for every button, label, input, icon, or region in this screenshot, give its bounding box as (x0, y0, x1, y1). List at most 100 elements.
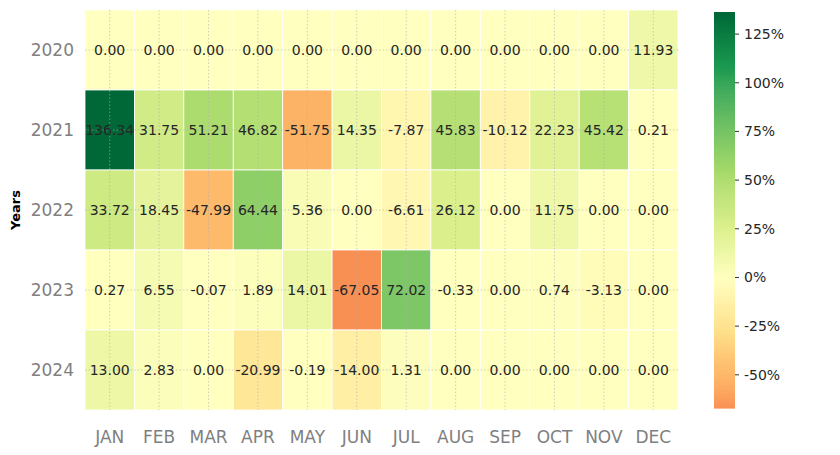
cell-label: 0.00 (242, 42, 273, 58)
x-tick-label: SEP (489, 427, 521, 447)
cell-label: 0.00 (341, 202, 372, 218)
cell-label: 136.34 (85, 122, 134, 138)
colorbar-tick (735, 82, 739, 83)
heat-cell (283, 330, 332, 410)
x-tick-label: MAR (189, 427, 227, 447)
x-tick-label: NOV (585, 427, 623, 447)
cell-label: 11.93 (633, 42, 673, 58)
y-tick-label: 2021 (31, 120, 74, 140)
cell-label: 18.45 (139, 202, 179, 218)
x-tick-label: OCT (537, 427, 573, 447)
cell-label: 0.00 (341, 42, 372, 58)
cell-label: -0.19 (289, 362, 325, 378)
cell-label: -14.00 (334, 362, 379, 378)
colorbar-tick (735, 34, 739, 35)
chart: 0.00 0.00 0.00 0.00 0.00 0.00 0.00 0.00 0.00 0.00… (0, 0, 840, 455)
cell-label: -0.07 (190, 282, 226, 298)
cell-label: 0.00 (638, 282, 669, 298)
cell-label: 0.00 (144, 42, 175, 58)
cell-label: 0.00 (539, 42, 570, 58)
colorbar-tick (735, 131, 739, 132)
x-tick-label: JAN (94, 427, 124, 447)
colorbar-tick-label: -50% (744, 367, 780, 383)
cell-label: 0.74 (539, 282, 570, 298)
cell-label: 1.31 (391, 362, 422, 378)
x-tick-label: JUN (341, 427, 372, 447)
y-axis-label: Years (8, 190, 23, 231)
cell-label: 0.00 (489, 362, 520, 378)
cell-label: 5.36 (292, 202, 323, 218)
cell-label: 0.21 (638, 122, 669, 138)
cell-label: 31.75 (139, 122, 179, 138)
cell-label: 22.23 (534, 122, 574, 138)
y-tick-label: 2022 (31, 200, 74, 220)
cell-label: 51.21 (188, 122, 228, 138)
heat-cell (332, 330, 381, 410)
cell-label: -7.87 (388, 122, 424, 138)
heat-cell (382, 330, 431, 410)
colorbar-tick (735, 180, 739, 181)
cell-label: 14.35 (337, 122, 377, 138)
cell-label: 72.02 (386, 282, 426, 298)
cell-label: 45.83 (436, 122, 476, 138)
colorbar-tick-label: -25% (744, 318, 780, 334)
grid (85, 10, 678, 410)
cell-label: 26.12 (436, 202, 476, 218)
cell-label: 0.00 (489, 42, 520, 58)
cell-label: 33.72 (90, 202, 130, 218)
x-tick-label: MAY (290, 427, 326, 447)
cell-label: 2.83 (144, 362, 175, 378)
cells (85, 10, 678, 410)
colorbar-tick-label: 50% (744, 172, 775, 188)
y-tick-label: 2024 (31, 360, 74, 380)
colorbar-slice (714, 12, 735, 15)
cell-label: 0.27 (94, 282, 125, 298)
cell-label: 0.00 (638, 362, 669, 378)
colorbar-tick-label: 75% (744, 123, 775, 139)
cell-label: 0.00 (193, 362, 224, 378)
cell-label: 0.00 (489, 202, 520, 218)
cell-label: 0.00 (588, 202, 619, 218)
cell-label: 6.55 (144, 282, 175, 298)
x-tick-label: FEB (143, 427, 175, 447)
x-tick-label: JUL (392, 427, 420, 447)
colorbar-tick (735, 374, 739, 375)
heat-cell (431, 330, 480, 410)
cell-label: -47.99 (186, 202, 231, 218)
cell-label: -6.61 (388, 202, 424, 218)
cell-label: 0.00 (588, 42, 619, 58)
colorbar-tick-label: 25% (744, 221, 775, 237)
cell-label: 0.00 (440, 362, 471, 378)
x-tick-label: AUG (437, 427, 474, 447)
cell-label: -67.05 (334, 282, 379, 298)
cell-label: 46.82 (238, 122, 278, 138)
colorbar-tick (735, 228, 739, 229)
x-tick-label: APR (241, 427, 275, 447)
heat-cell (233, 330, 282, 410)
cell-label: -3.13 (586, 282, 622, 298)
cell-label: 0.00 (539, 362, 570, 378)
colorbar (714, 12, 735, 409)
cell-label: 64.44 (238, 202, 278, 218)
cell-label: 0.00 (193, 42, 224, 58)
colorbar-tick (735, 326, 739, 327)
cell-label: 13.00 (90, 362, 130, 378)
colorbar-tick-label: 0% (744, 269, 766, 285)
colorbar-tick-label: 125% (744, 26, 784, 42)
cell-label: -10.12 (482, 122, 527, 138)
cell-label: -20.99 (235, 362, 280, 378)
colorbar-tick-label: 100% (744, 75, 784, 91)
cell-label: 0.00 (638, 202, 669, 218)
cell-label: -51.75 (285, 122, 330, 138)
cell-label: 0.00 (292, 42, 323, 58)
cell-label: 0.00 (94, 42, 125, 58)
heat-cell (85, 330, 134, 410)
cell-label: -0.33 (438, 282, 474, 298)
cell-label: 14.01 (287, 282, 327, 298)
colorbar-tick (735, 277, 739, 278)
cell-label: 0.00 (440, 42, 471, 58)
cell-label: 1.89 (242, 282, 273, 298)
y-tick-label: 2023 (31, 280, 74, 300)
cell-label: 0.00 (588, 362, 619, 378)
x-tick-label: DEC (635, 427, 671, 447)
